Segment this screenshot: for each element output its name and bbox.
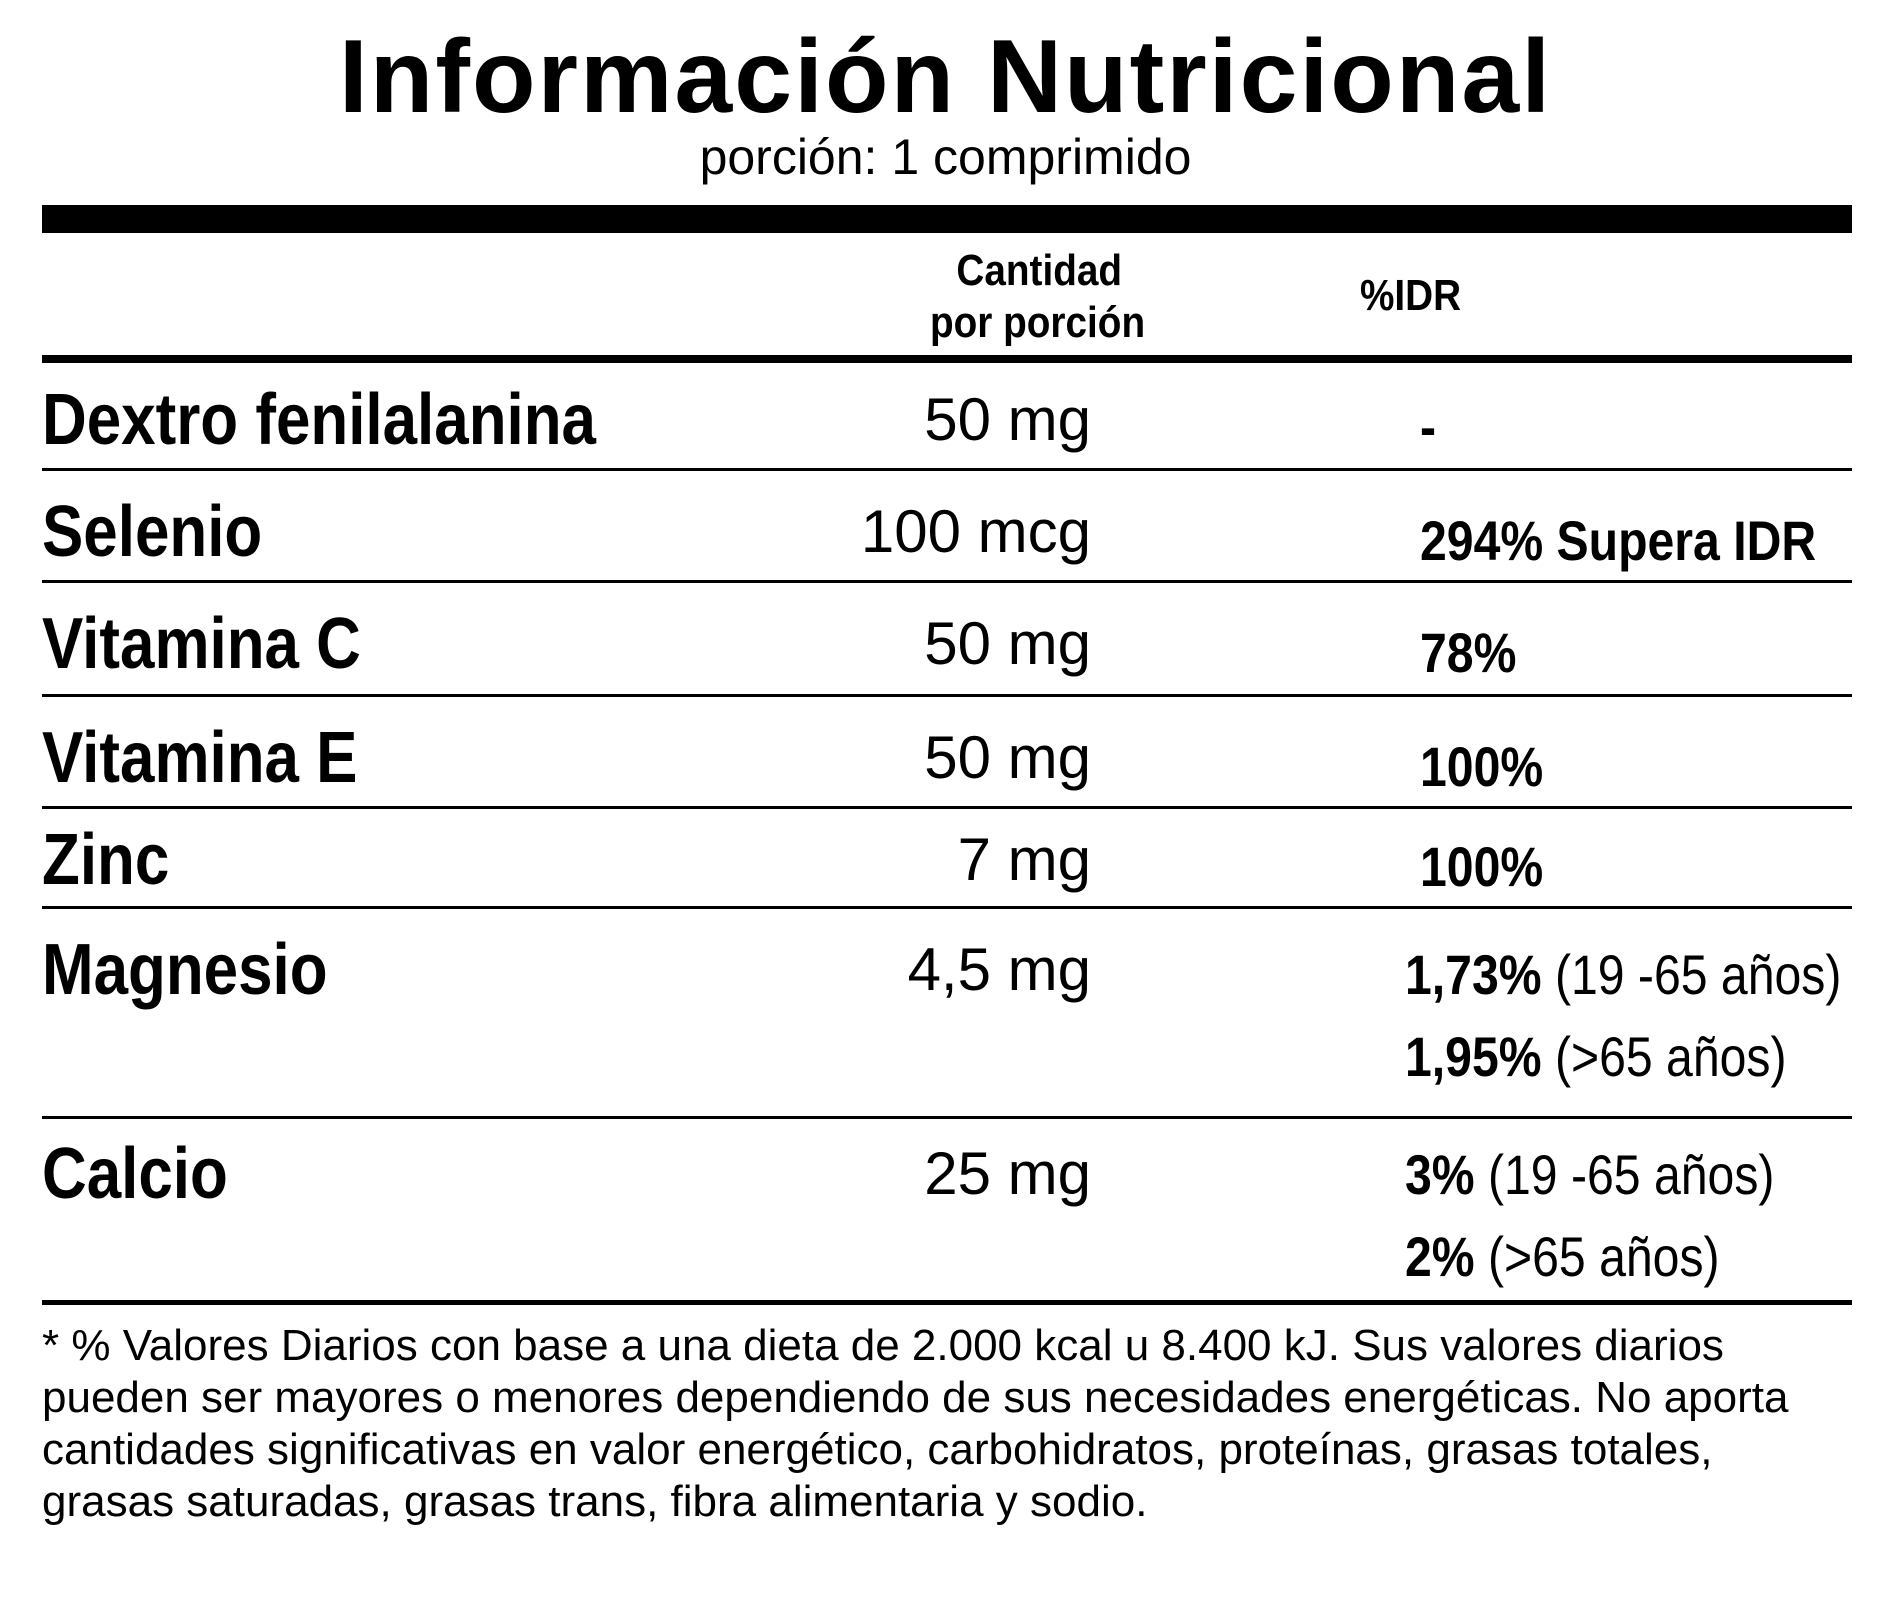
nutrient-idr: 100% (1420, 835, 1544, 898)
footnote: * % Valores Diarios con base a una dieta… (42, 1321, 1789, 1526)
nutrient-name: Vitamina C (42, 604, 361, 684)
row-divider (42, 806, 1852, 809)
top-thick-rule (42, 205, 1852, 233)
row-divider (42, 906, 1852, 909)
nutrient-idr: - (1420, 395, 1437, 458)
nutrient-idr: 294% Supera IDR (1420, 509, 1817, 572)
nutrient-amount: 100 mcg (860, 498, 1091, 565)
nutrient-name: Selenio (42, 492, 263, 572)
nutrient-idr: 78% (1420, 621, 1517, 684)
row-divider (42, 468, 1852, 471)
idr-column-header: %IDR (1360, 271, 1462, 320)
nutrient-amount: 7 mg (957, 826, 1091, 893)
nutrient-amount: 25 mg (924, 1140, 1091, 1207)
nutrient-idr: 1,73% (19 -65 años) (1405, 943, 1842, 1006)
nutrient-name: Vitamina E (42, 718, 358, 798)
row-divider (42, 1116, 1852, 1119)
nutrient-amount: 50 mg (924, 610, 1091, 677)
nutrient-name: Calcio (42, 1134, 228, 1214)
row-divider (42, 694, 1852, 697)
nutrient-idr-secondary: 1,95% (>65 años) (1405, 1025, 1787, 1088)
nutrient-name: Zinc (42, 820, 170, 900)
nutrient-amount: 50 mg (924, 386, 1091, 453)
label-title: Información Nutricional (338, 19, 1553, 135)
nutrient-idr: 3% (19 -65 años) (1405, 1143, 1775, 1206)
row-divider (42, 580, 1852, 583)
serving-size: porción: 1 comprimido (699, 129, 1192, 185)
nutrient-idr-secondary: 2% (>65 años) (1405, 1225, 1720, 1288)
nutrient-amount: 50 mg (924, 724, 1091, 791)
amount-column-header: Cantidad por porción (930, 246, 1146, 347)
nutrient-name: Dextro fenilalanina (42, 380, 596, 460)
nutrient-name: Magnesio (42, 930, 328, 1010)
nutrient-idr: 100% (1420, 735, 1544, 798)
bottom-rule (42, 1300, 1852, 1305)
header-rule (42, 355, 1852, 363)
nutrient-amount: 4,5 mg (907, 936, 1091, 1003)
